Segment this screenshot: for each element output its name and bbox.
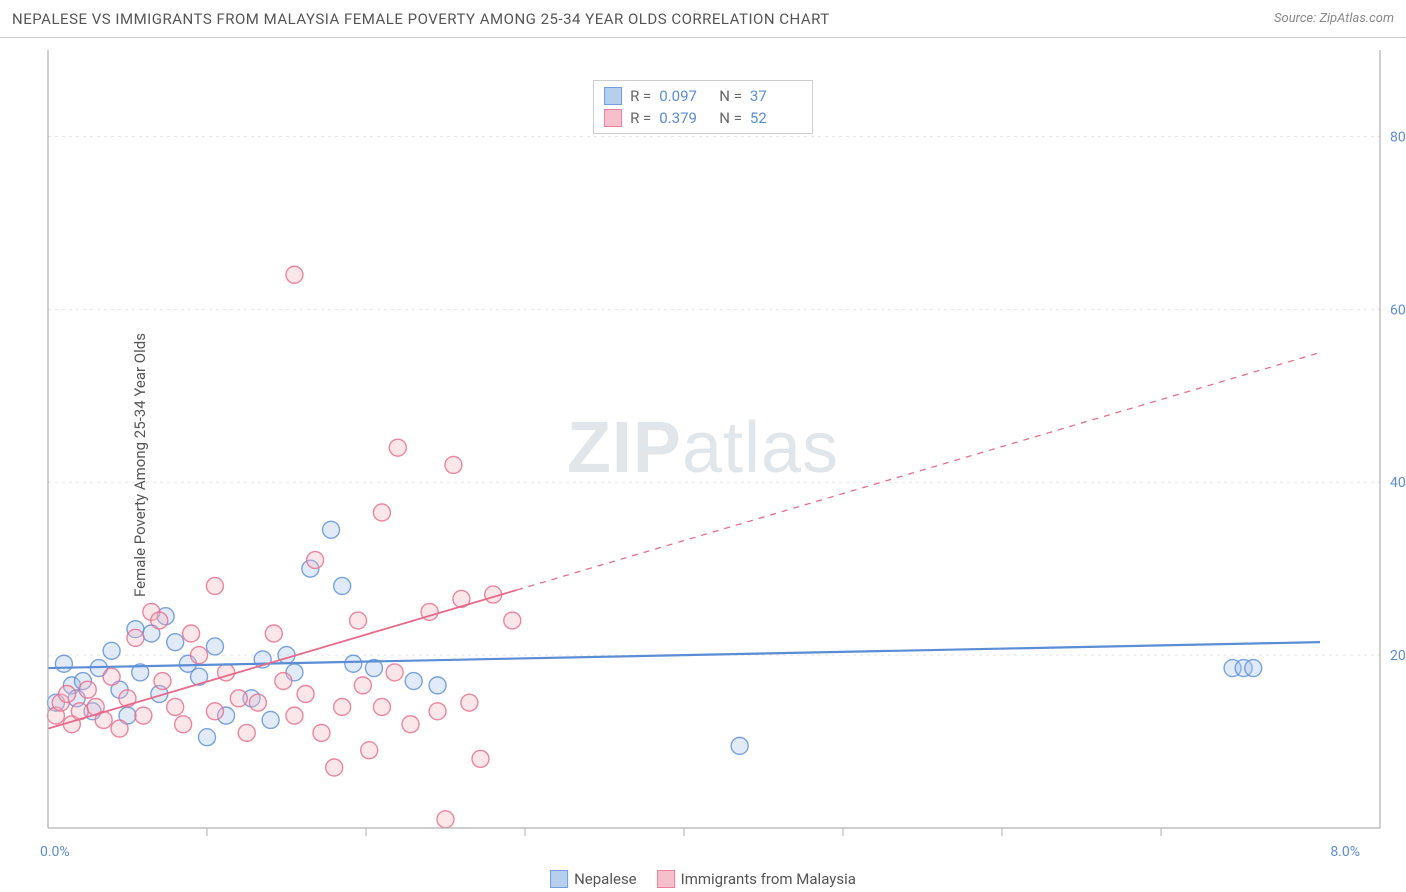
n-label: N =	[719, 107, 742, 129]
series-label-0: Nepalese	[574, 870, 637, 888]
stats-row-0: R = 0.097 N = 37	[604, 85, 802, 107]
svg-text:40.0%: 40.0%	[1390, 475, 1406, 491]
y-axis-label: Female Poverty Among 25-34 Year Olds	[131, 333, 149, 597]
stats-legend: R = 0.097 N = 37 R = 0.379 N = 52	[593, 80, 813, 134]
r-label: R =	[630, 107, 651, 129]
chart-area: Female Poverty Among 25-34 Year Olds ZIP…	[0, 38, 1406, 892]
header-bar: NEPALESE VS IMMIGRANTS FROM MALAYSIA FEM…	[0, 0, 1406, 38]
chart-title: NEPALESE VS IMMIGRANTS FROM MALAYSIA FEM…	[12, 10, 830, 28]
svg-text:0.0%: 0.0%	[40, 844, 70, 860]
svg-text:60.0%: 60.0%	[1390, 302, 1406, 318]
n-label: N =	[719, 85, 742, 107]
r-label: R =	[630, 85, 651, 107]
stats-row-1: R = 0.379 N = 52	[604, 107, 802, 129]
series-swatch-1	[657, 870, 675, 888]
scatter-plot-svg: 0.0% 8.0% 20.0% 40.0% 60.0% 80.0%	[0, 38, 1406, 892]
r-value-0: 0.097	[659, 85, 711, 107]
n-value-1: 52	[750, 107, 802, 129]
legend-swatch-1	[604, 109, 622, 127]
legend-swatch-0	[604, 87, 622, 105]
r-value-1: 0.379	[659, 107, 711, 129]
svg-text:80.0%: 80.0%	[1390, 129, 1406, 145]
series-swatch-0	[550, 870, 568, 888]
series-legend-item-0: Nepalese	[550, 870, 637, 888]
source-name: ZipAtlas.com	[1319, 11, 1394, 26]
series-legend-item-1: Immigrants from Malaysia	[657, 870, 856, 888]
series-legend: Nepalese Immigrants from Malaysia	[550, 870, 856, 888]
source-label: Source:	[1274, 11, 1319, 26]
source-attribution: Source: ZipAtlas.com	[1274, 11, 1394, 26]
svg-text:8.0%: 8.0%	[1330, 844, 1360, 860]
n-value-0: 37	[750, 85, 802, 107]
svg-text:20.0%: 20.0%	[1390, 648, 1406, 664]
series-label-1: Immigrants from Malaysia	[681, 870, 856, 888]
